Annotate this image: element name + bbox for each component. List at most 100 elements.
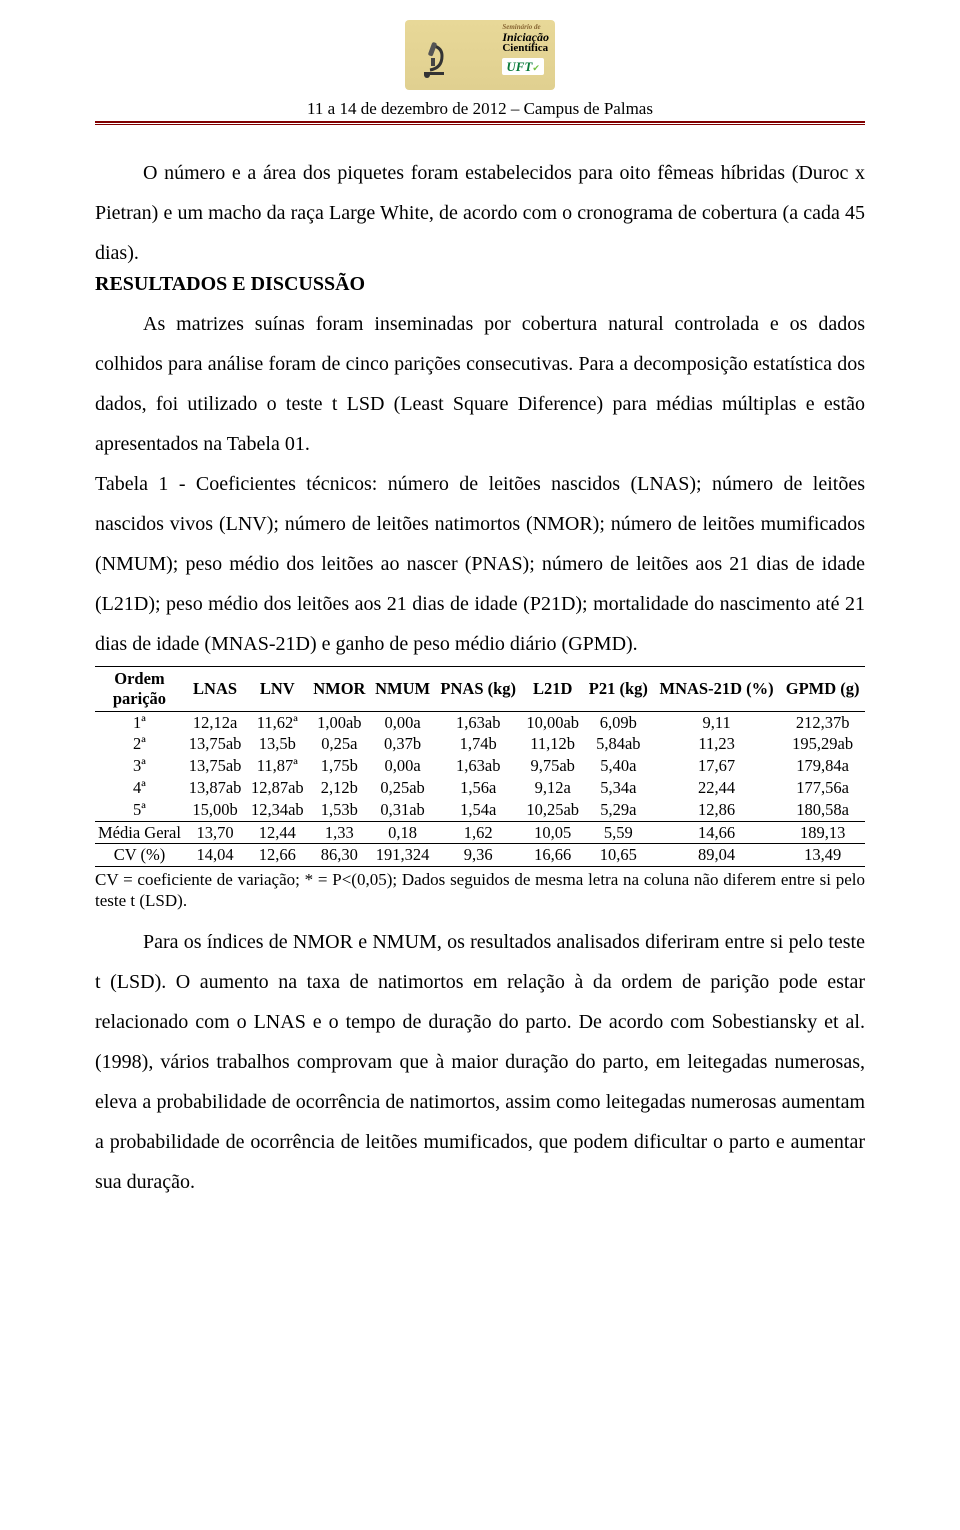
microscope-icon [413, 40, 453, 80]
th-gpmd: GPMD (g) [780, 667, 865, 712]
cell: 12,34ab [246, 799, 308, 821]
cell: 11,62ª [246, 711, 308, 733]
cell-cv-label: CV (%) [95, 844, 184, 867]
cell: 1,56a [435, 777, 522, 799]
cell: 5,59 [584, 821, 653, 844]
cell: 0,00a [370, 711, 435, 733]
logo-text: Seminário de Iniciação Científica UFT✔ [502, 24, 549, 75]
cell: 22,44 [653, 777, 780, 799]
paragraph-intro: O número e a área dos piquetes foram est… [95, 153, 865, 273]
th-p21: P21 (kg) [584, 667, 653, 712]
table-row-media: Média Geral 13,70 12,44 1,33 0,18 1,62 1… [95, 821, 865, 844]
cell-ordem: 2ª [95, 733, 184, 755]
cell: 5,34a [584, 777, 653, 799]
table-row: 2ª 13,75ab 13,5b 0,25a 0,37b 1,74b 11,12… [95, 733, 865, 755]
cell: 0,37b [370, 733, 435, 755]
cell: 5,84ab [584, 733, 653, 755]
table-row: 5ª 15,00b 12,34ab 1,53b 0,31ab 1,54a 10,… [95, 799, 865, 821]
cell: 0,25a [308, 733, 370, 755]
th-nmum: NMUM [370, 667, 435, 712]
cell: 179,84a [780, 755, 865, 777]
cell: 1,62 [435, 821, 522, 844]
cell-ordem: 3ª [95, 755, 184, 777]
cell: 2,12b [308, 777, 370, 799]
cell: 1,54a [435, 799, 522, 821]
cell: 11,23 [653, 733, 780, 755]
cell: 14,04 [184, 844, 246, 867]
cell: 180,58a [780, 799, 865, 821]
cell: 9,11 [653, 711, 780, 733]
seminar-logo: Seminário de Iniciação Científica UFT✔ [405, 20, 555, 90]
uft-badge: UFT✔ [502, 58, 544, 75]
cell: 1,33 [308, 821, 370, 844]
cell: 9,12a [522, 777, 584, 799]
cell: 0,31ab [370, 799, 435, 821]
cell: 11,87ª [246, 755, 308, 777]
cell: 212,37b [780, 711, 865, 733]
cell: 195,29ab [780, 733, 865, 755]
header-rule [95, 121, 865, 125]
cell: 15,00b [184, 799, 246, 821]
cell: 191,324 [370, 844, 435, 867]
cell: 13,5b [246, 733, 308, 755]
cell: 9,75ab [522, 755, 584, 777]
paragraph-methods: As matrizes suínas foram inseminadas por… [95, 304, 865, 464]
table-footnote: CV = coeficiente de variação; * = P<(0,0… [95, 869, 865, 912]
cell: 14,66 [653, 821, 780, 844]
table-header-row: Ordem parição LNAS LNV NMOR NMUM PNAS (k… [95, 667, 865, 712]
cell: 12,44 [246, 821, 308, 844]
table-wrapper: Ordem parição LNAS LNV NMOR NMUM PNAS (k… [95, 666, 865, 867]
table-body: 1ª 12,12a 11,62ª 1,00ab 0,00a 1,63ab 10,… [95, 711, 865, 867]
page: Seminário de Iniciação Científica UFT✔ 1… [0, 0, 960, 1242]
th-nmor: NMOR [308, 667, 370, 712]
cell: 5,29a [584, 799, 653, 821]
table-row: 4ª 13,87ab 12,87ab 2,12b 0,25ab 1,56a 9,… [95, 777, 865, 799]
table-row: 1ª 12,12a 11,62ª 1,00ab 0,00a 1,63ab 10,… [95, 711, 865, 733]
cell: 13,49 [780, 844, 865, 867]
cell: 12,66 [246, 844, 308, 867]
table-row: 3ª 13,75ab 11,87ª 1,75b 0,00a 1,63ab 9,7… [95, 755, 865, 777]
leaf-icon: ✔ [532, 63, 540, 73]
cell: 1,75b [308, 755, 370, 777]
cell: 10,05 [522, 821, 584, 844]
cell: 10,65 [584, 844, 653, 867]
th-ordem: Ordem parição [95, 667, 184, 712]
cell: 10,00ab [522, 711, 584, 733]
cell-ordem: 4ª [95, 777, 184, 799]
cell: 0,18 [370, 821, 435, 844]
cell: 13,75ab [184, 733, 246, 755]
cell: 13,87ab [184, 777, 246, 799]
cell: 89,04 [653, 844, 780, 867]
cell: 9,36 [435, 844, 522, 867]
cell: 11,12b [522, 733, 584, 755]
cell-ordem: 5ª [95, 799, 184, 821]
cell: 177,56a [780, 777, 865, 799]
cell: 6,09b [584, 711, 653, 733]
cell: 16,66 [522, 844, 584, 867]
th-lnv: LNV [246, 667, 308, 712]
cell: 13,70 [184, 821, 246, 844]
cell: 13,75ab [184, 755, 246, 777]
section-title-results: RESULTADOS E DISCUSSÃO [95, 273, 865, 296]
cell: 5,40a [584, 755, 653, 777]
cell: 1,53b [308, 799, 370, 821]
cell: 86,30 [308, 844, 370, 867]
header-logo: Seminário de Iniciação Científica UFT✔ [95, 20, 865, 95]
cell: 1,00ab [308, 711, 370, 733]
cell: 12,86 [653, 799, 780, 821]
cell: 1,63ab [435, 755, 522, 777]
paragraph-discussion: Para os índices de NMOR e NMUM, os resul… [95, 922, 865, 1202]
cell: 12,87ab [246, 777, 308, 799]
th-lnas: LNAS [184, 667, 246, 712]
cell-ordem: 1ª [95, 711, 184, 733]
table-row-cv: CV (%) 14,04 12,66 86,30 191,324 9,36 16… [95, 844, 865, 867]
logo-cientifica-label: Científica [502, 43, 549, 54]
th-l21d: L21D [522, 667, 584, 712]
cell: 12,12a [184, 711, 246, 733]
cell: 189,13 [780, 821, 865, 844]
th-mnas: MNAS-21D (%) [653, 667, 780, 712]
cell-media-label: Média Geral [95, 821, 184, 844]
cell: 17,67 [653, 755, 780, 777]
cell: 1,63ab [435, 711, 522, 733]
cell: 10,25ab [522, 799, 584, 821]
